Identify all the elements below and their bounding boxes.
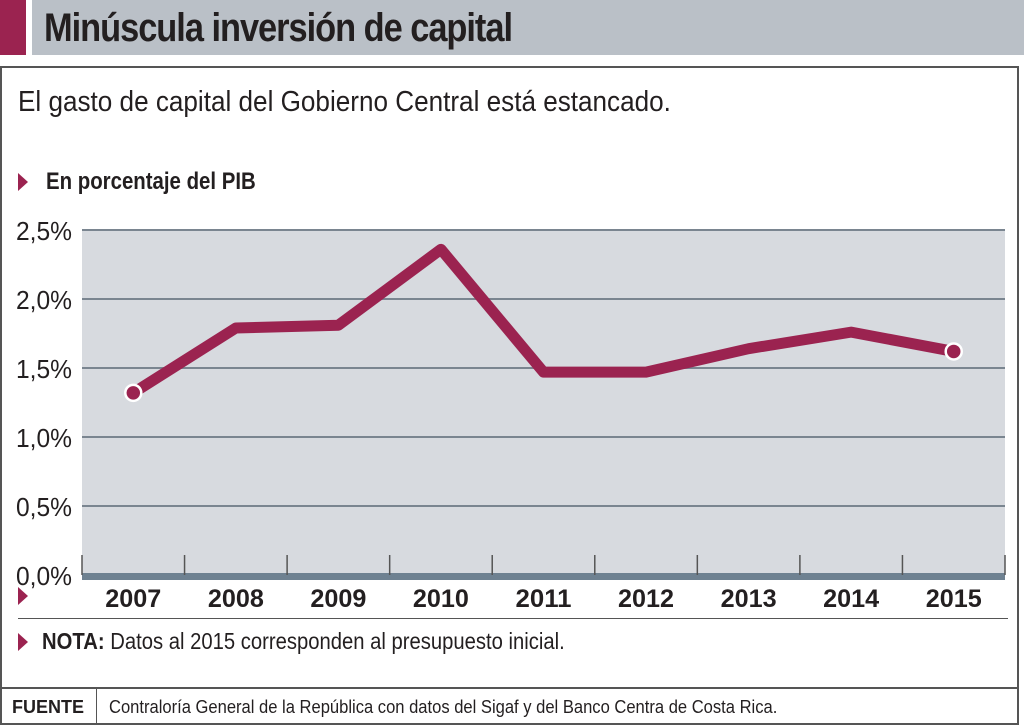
note-body: Datos al 2015 corresponden al presupuest… [104, 628, 565, 654]
y-tick-label: 1,0% [16, 423, 72, 453]
x-tick-label: 2012 [618, 585, 674, 610]
x-tick-label: 2007 [105, 585, 161, 610]
note-label: NOTA: [42, 628, 105, 654]
source-row: FUENTE Contraloría General de la Repúbli… [0, 687, 1019, 725]
data-point-marker [124, 383, 143, 403]
y-tick-label: 1,5% [16, 354, 72, 384]
y-tick-label: 0,5% [16, 492, 72, 522]
axis-triangle-icon [18, 587, 28, 605]
x-tick-label: 2011 [516, 585, 572, 610]
bullet-triangle-icon [18, 632, 28, 651]
x-tick-label: 2013 [721, 585, 777, 610]
note-text: NOTA: Datos al 2015 corresponden al pres… [42, 628, 565, 655]
data-point-marker [944, 342, 963, 361]
source-label: FUENTE [0, 689, 97, 725]
chart-subtitle: El gasto de capital del Gobierno Central… [18, 86, 671, 118]
plot-area [82, 230, 1005, 575]
y-tick-label: 0,0% [16, 561, 72, 591]
x-tick-label: 2008 [208, 585, 264, 610]
line-chart: 0,0% 0,5% 1,0% 1,5% 2,0% 2,5% 2007 2008 2009 2010… [16, 216, 1006, 610]
chart-frame [0, 66, 1019, 725]
source-text: Contraloría General de la República con … [109, 696, 778, 717]
divider [18, 618, 1008, 619]
y-tick-label: 2,0% [16, 285, 72, 315]
x-tick-label: 2014 [823, 585, 879, 610]
x-tick-label: 2009 [310, 585, 366, 610]
chart-title: Minúscula inversión de capital [44, 6, 513, 50]
y-axis-unit-label: En porcentaje del PIB [46, 168, 256, 195]
y-tick-label: 2,5% [16, 216, 72, 246]
title-bar [32, 0, 1024, 55]
unit-row: En porcentaje del PIB [18, 168, 293, 196]
bullet-triangle-icon [18, 173, 28, 191]
title-accent-bar [0, 0, 26, 55]
note-row: NOTA: Datos al 2015 corresponden al pres… [18, 628, 636, 655]
x-tick-label: 2010 [413, 585, 469, 610]
x-axis-line [82, 573, 1005, 580]
x-tick-label: 2015 [926, 585, 982, 610]
